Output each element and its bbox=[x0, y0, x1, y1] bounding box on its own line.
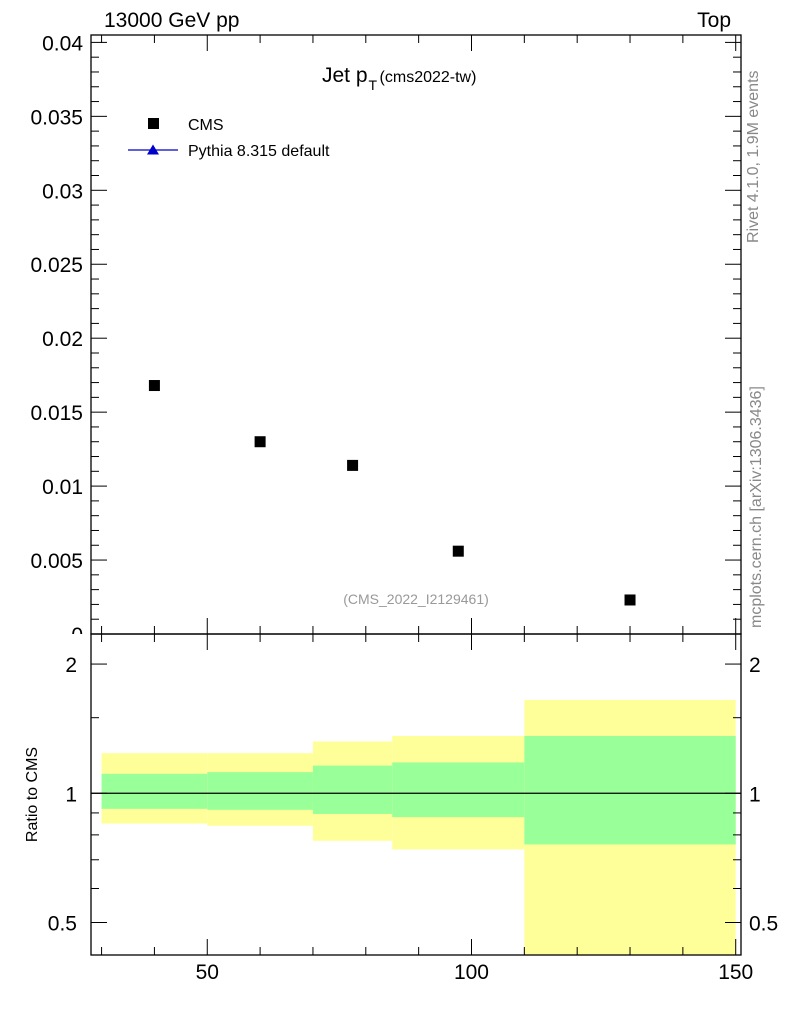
ratio-y-axis-label: Ratio to CMS bbox=[24, 747, 41, 842]
main-y-tick-label-1: 0.035 bbox=[30, 106, 83, 129]
x-tick-label-1: 100 bbox=[454, 961, 489, 984]
ratio-plot-frame bbox=[90, 633, 742, 956]
main-y-tick-label-7: 0.005 bbox=[30, 550, 83, 573]
main-y-tick-label-8: 0 bbox=[71, 624, 83, 647]
main-y-tick-label-0: 0.04 bbox=[42, 32, 83, 55]
main-y-tick-label-5: 0.015 bbox=[30, 402, 83, 425]
x-tick-label-2: 150 bbox=[718, 961, 753, 984]
legend-cms-marker bbox=[148, 118, 159, 129]
energy-label: 13000 GeV pp bbox=[104, 9, 240, 32]
ratio-y-tick-label-right-1: 1 bbox=[749, 783, 761, 806]
cms-data-point-4 bbox=[624, 594, 636, 606]
rivet-version-label: Rivet 4.1.0, 1.9M events bbox=[745, 70, 762, 243]
ratio-y-tick-label-2: 0.5 bbox=[48, 912, 77, 935]
ratio-y-tick-label-0: 2 bbox=[65, 654, 77, 677]
cms-data-point-3 bbox=[452, 545, 464, 557]
cms-data-point-0 bbox=[148, 380, 160, 392]
main-y-tick-label-3: 0.025 bbox=[30, 254, 83, 277]
main-y-tick-label-4: 0.02 bbox=[42, 328, 83, 351]
legend-cms-label: CMS bbox=[188, 117, 224, 134]
ratio-y-tick-label-1: 1 bbox=[65, 783, 77, 806]
x-tick-label-0: 50 bbox=[196, 961, 219, 984]
ratio-inner-band-0 bbox=[101, 773, 208, 809]
source-label: mcplots.cern.ch [arXiv:1306.3436] bbox=[748, 386, 765, 628]
ratio-inner-band-1 bbox=[207, 772, 313, 810]
process-label: Top bbox=[697, 9, 731, 32]
cms-data-point-1 bbox=[254, 436, 266, 448]
legend-pythia-marker bbox=[147, 144, 159, 155]
ratio-y-tick-label-right-2: 0.5 bbox=[749, 912, 778, 935]
plot-title-main: Jet p bbox=[322, 64, 368, 87]
ratio-inner-band-2 bbox=[312, 765, 393, 814]
main-y-tick-label-6: 0.01 bbox=[42, 476, 83, 499]
ratio-inner-band-3 bbox=[392, 762, 525, 818]
cms-data-point-2 bbox=[347, 459, 359, 471]
ratio-inner-band-4 bbox=[524, 735, 736, 845]
ratio-y-tick-label-right-0: 2 bbox=[749, 654, 761, 677]
plot-title-tag: (cms2022-tw) bbox=[380, 69, 477, 86]
analysis-id-label: (CMS_2022_I2129461) bbox=[343, 591, 489, 607]
legend-pythia-label: Pythia 8.315 default bbox=[188, 143, 330, 160]
main-y-tick-label-2: 0.03 bbox=[42, 180, 83, 203]
plot-title-subscript: T bbox=[369, 77, 378, 93]
